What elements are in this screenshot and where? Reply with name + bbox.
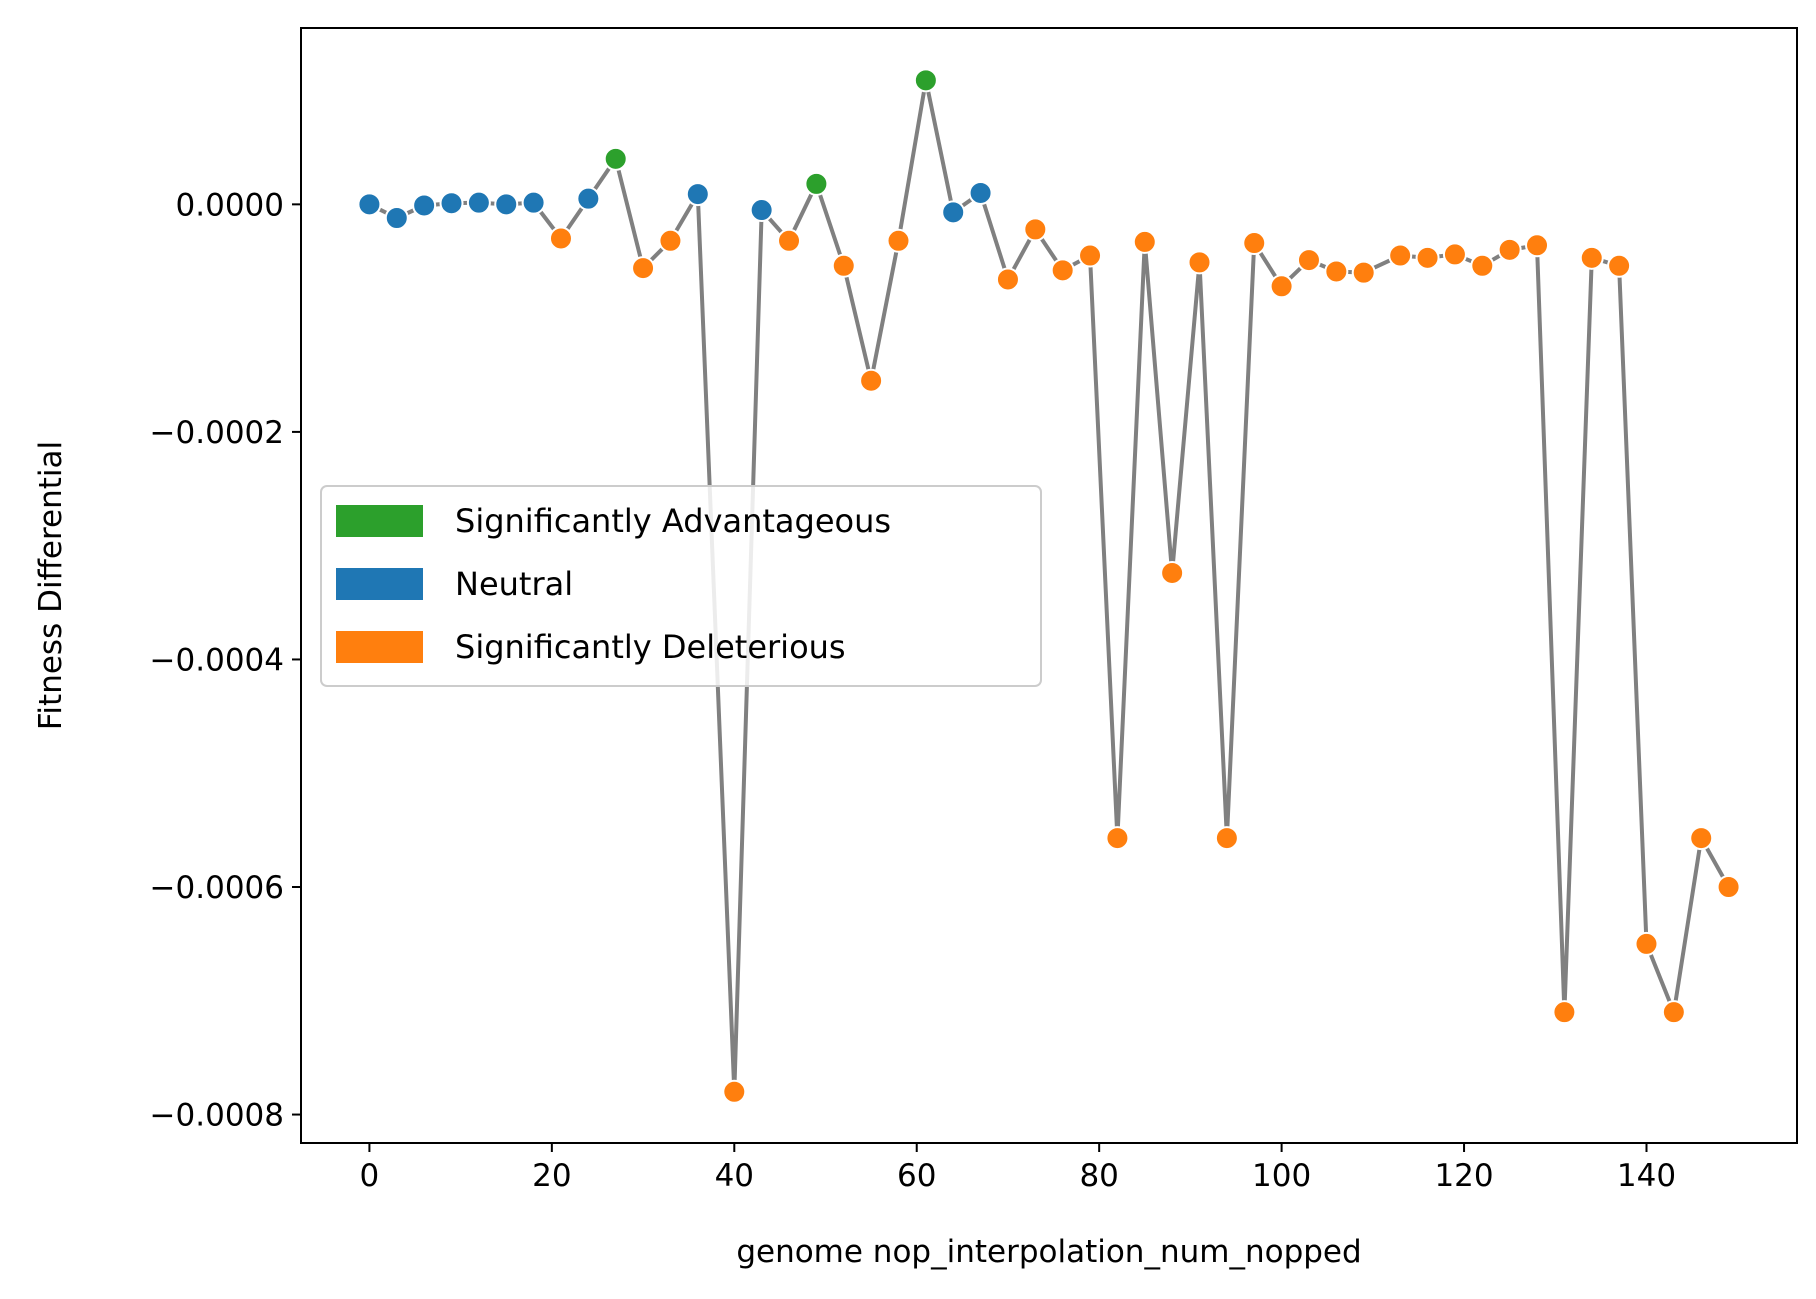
legend-label-neu: Neutral <box>455 565 573 603</box>
data-point-neu <box>494 192 519 217</box>
y-tick-label: 0.0000 <box>176 187 284 223</box>
data-point-neu <box>941 200 966 225</box>
x-tick-label: 40 <box>715 1158 754 1194</box>
data-point-neu <box>384 206 409 231</box>
x-tick-label: 140 <box>1617 1158 1676 1194</box>
data-point-adv <box>913 68 938 93</box>
x-tick-label: 120 <box>1434 1158 1493 1194</box>
data-point-neu <box>466 190 491 215</box>
data-point-neu <box>439 191 464 216</box>
legend: Significantly Advantageous Neutral Signifi… <box>320 485 1042 687</box>
x-tick-label: 20 <box>532 1158 571 1194</box>
data-point-del <box>1242 231 1267 256</box>
data-point-neu <box>749 198 774 223</box>
data-point-del <box>777 228 802 253</box>
legend-label-adv: Significantly Advantageous <box>455 502 891 540</box>
data-point-del <box>1470 253 1495 278</box>
data-point-neu <box>521 190 546 215</box>
data-point-del <box>1105 826 1130 851</box>
data-point-neu <box>357 192 382 217</box>
legend-label-del: Significantly Deleterious <box>455 628 846 666</box>
legend-swatch-adv <box>336 505 423 537</box>
data-point-del <box>1634 931 1659 956</box>
y-tick-label: −0.0004 <box>150 642 284 678</box>
data-point-del <box>1324 259 1349 284</box>
data-point-del <box>1023 217 1048 242</box>
x-axis-ticks: 0 20 40 60 80 100 120 140 <box>360 1143 1676 1194</box>
data-point-neu <box>412 193 437 218</box>
data-point-del <box>1214 826 1239 851</box>
legend-box <box>320 485 1042 687</box>
data-point-del <box>886 228 911 253</box>
data-point-del <box>995 267 1020 292</box>
data-point-del <box>1050 258 1075 283</box>
x-tick-label: 100 <box>1252 1158 1311 1194</box>
data-point-del <box>1132 229 1157 254</box>
data-point-del <box>1689 826 1714 851</box>
data-point-neu <box>685 182 710 207</box>
data-point-del <box>1579 245 1604 270</box>
data-point-del <box>859 368 884 393</box>
data-point-del <box>1351 260 1376 285</box>
plot-frame <box>300 27 1798 1144</box>
data-point-del <box>1415 245 1440 270</box>
x-tick-label: 0 <box>360 1158 380 1194</box>
x-tick-label: 60 <box>897 1158 936 1194</box>
legend-swatch-neu <box>336 568 423 600</box>
y-axis-label: Fitness Differential <box>33 441 69 730</box>
data-point-del <box>1716 875 1741 900</box>
data-point-del <box>658 228 683 253</box>
data-point-neu <box>576 186 601 211</box>
y-tick-label: −0.0002 <box>150 415 284 451</box>
plot-area <box>357 68 1741 1104</box>
data-point-del <box>1388 243 1413 268</box>
data-point-del <box>1552 1000 1577 1025</box>
y-tick-label: −0.0006 <box>150 870 284 906</box>
data-point-del <box>1525 233 1550 258</box>
data-point-del <box>1442 242 1467 267</box>
data-point-del <box>631 256 656 281</box>
x-tick-label: 80 <box>1079 1158 1118 1194</box>
y-axis-ticks: 0.0000 −0.0002 −0.0004 −0.0006 −0.0008 <box>150 187 301 1134</box>
data-point-adv <box>603 146 628 171</box>
legend-swatch-del <box>336 631 423 663</box>
data-point-del <box>1607 253 1632 278</box>
data-point-del <box>1078 243 1103 268</box>
data-point-del <box>1296 248 1321 273</box>
y-tick-label: −0.0008 <box>150 1098 284 1134</box>
data-point-adv <box>804 171 829 196</box>
x-axis-label: genome nop_interpolation_num_nopped <box>736 1234 1361 1270</box>
data-point-del <box>1187 250 1212 275</box>
data-point-del <box>1497 237 1522 262</box>
data-point-del <box>1160 560 1185 585</box>
data-point-del <box>722 1079 747 1104</box>
data-point-del <box>831 253 856 278</box>
data-point-del <box>548 226 573 251</box>
data-point-del <box>1269 274 1294 299</box>
data-point-neu <box>968 180 993 205</box>
data-point-del <box>1661 1000 1686 1025</box>
